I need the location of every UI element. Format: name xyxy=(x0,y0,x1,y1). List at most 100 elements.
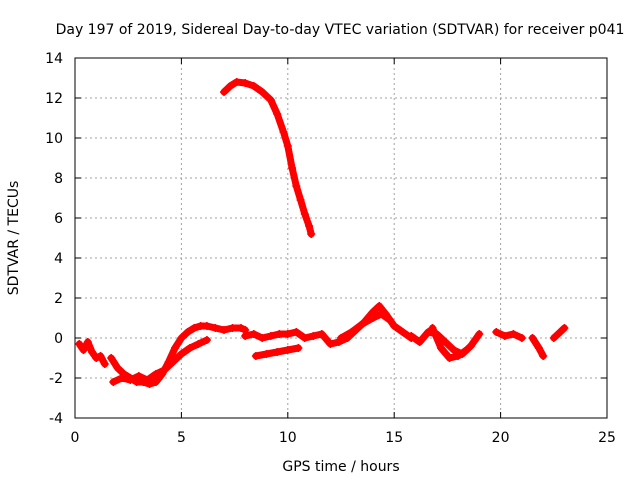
data-point xyxy=(177,350,186,358)
y-tick-label: 0 xyxy=(54,331,63,347)
x-tick-label: 25 xyxy=(598,430,616,446)
data-point xyxy=(117,374,126,382)
data-point xyxy=(390,322,399,330)
x-tick-label: 10 xyxy=(279,430,297,446)
data-point xyxy=(88,348,96,356)
x-tick-label: 20 xyxy=(492,430,510,446)
y-axis-label: SDTVAR / TECUs xyxy=(6,181,22,296)
y-tick-label: 14 xyxy=(45,51,63,67)
data-point xyxy=(549,334,558,342)
data-point xyxy=(151,378,160,386)
data-point xyxy=(292,328,301,336)
x-axis-label: GPS time / hours xyxy=(282,459,399,475)
y-tick-label: 4 xyxy=(54,251,63,267)
data-point xyxy=(445,354,454,362)
data-point xyxy=(190,324,199,332)
data-point xyxy=(194,340,203,348)
data-point xyxy=(296,196,305,204)
data-point xyxy=(528,334,537,342)
series-trace xyxy=(492,328,526,342)
data-point xyxy=(462,346,471,354)
data-point xyxy=(454,352,462,360)
series-trace xyxy=(550,324,568,342)
data-point xyxy=(237,324,245,332)
y-tick-label: 10 xyxy=(45,131,63,147)
data-point xyxy=(220,88,228,96)
data-series xyxy=(528,334,548,360)
data-point xyxy=(466,342,475,350)
data-series xyxy=(109,336,211,386)
data-points xyxy=(75,78,569,388)
y-tick-label: -4 xyxy=(49,411,63,427)
data-point xyxy=(475,330,484,338)
data-series xyxy=(492,328,526,342)
data-point xyxy=(262,350,271,358)
chart-title: Day 197 of 2019, Sidereal Day-to-day VTE… xyxy=(56,22,625,38)
data-series xyxy=(241,302,416,348)
data-point xyxy=(183,328,192,336)
data-point xyxy=(441,338,450,346)
data-point xyxy=(226,82,235,90)
data-point xyxy=(92,354,101,362)
data-point xyxy=(415,338,424,346)
data-point xyxy=(517,334,526,342)
y-tick-label: 2 xyxy=(54,291,63,307)
data-point xyxy=(337,334,345,342)
data-point xyxy=(428,324,437,332)
y-tick-label: 6 xyxy=(54,211,63,227)
x-tick-label: 15 xyxy=(385,430,403,446)
data-point xyxy=(266,96,275,104)
data-point xyxy=(556,328,565,336)
data-point xyxy=(160,366,169,374)
data-point xyxy=(273,110,282,118)
x-tick-label: 5 xyxy=(177,430,186,446)
data-point xyxy=(288,164,297,172)
data-point xyxy=(307,230,316,238)
data-point xyxy=(79,346,88,354)
data-point xyxy=(107,354,116,362)
data-point xyxy=(500,332,509,340)
data-point xyxy=(258,88,267,96)
data-point xyxy=(109,378,118,386)
data-point xyxy=(211,324,220,332)
data-point xyxy=(534,344,543,352)
data-point xyxy=(177,334,186,342)
data-point xyxy=(377,310,386,318)
data-point xyxy=(171,344,179,352)
data-point xyxy=(560,324,569,332)
data-point xyxy=(83,338,92,346)
data-point xyxy=(283,142,292,150)
data-point xyxy=(232,78,241,86)
data-point xyxy=(134,372,143,380)
data-point xyxy=(96,352,105,360)
data-point xyxy=(258,334,267,342)
data-point xyxy=(539,352,548,360)
data-point xyxy=(279,128,288,136)
data-point xyxy=(143,376,152,384)
data-point xyxy=(449,346,458,354)
data-point xyxy=(185,344,194,352)
data-point xyxy=(492,328,501,336)
data-point xyxy=(385,316,394,324)
x-tick-label: 0 xyxy=(71,430,80,446)
data-point xyxy=(437,344,445,352)
data-point xyxy=(202,336,211,344)
data-point xyxy=(358,320,367,328)
data-point xyxy=(326,340,335,348)
data-point xyxy=(294,344,303,352)
data-point xyxy=(168,358,177,366)
data-point xyxy=(283,346,292,354)
data-series xyxy=(251,344,303,360)
data-point xyxy=(283,330,292,338)
data-point xyxy=(275,330,284,338)
data-series xyxy=(75,338,109,368)
data-point xyxy=(228,324,237,332)
data-point xyxy=(202,322,211,330)
data-point xyxy=(407,332,416,340)
data-point xyxy=(305,222,314,230)
grid xyxy=(75,58,607,418)
data-point xyxy=(375,302,384,310)
series-trace xyxy=(529,334,547,360)
plot-frame xyxy=(74,57,608,419)
data-point xyxy=(273,348,282,356)
